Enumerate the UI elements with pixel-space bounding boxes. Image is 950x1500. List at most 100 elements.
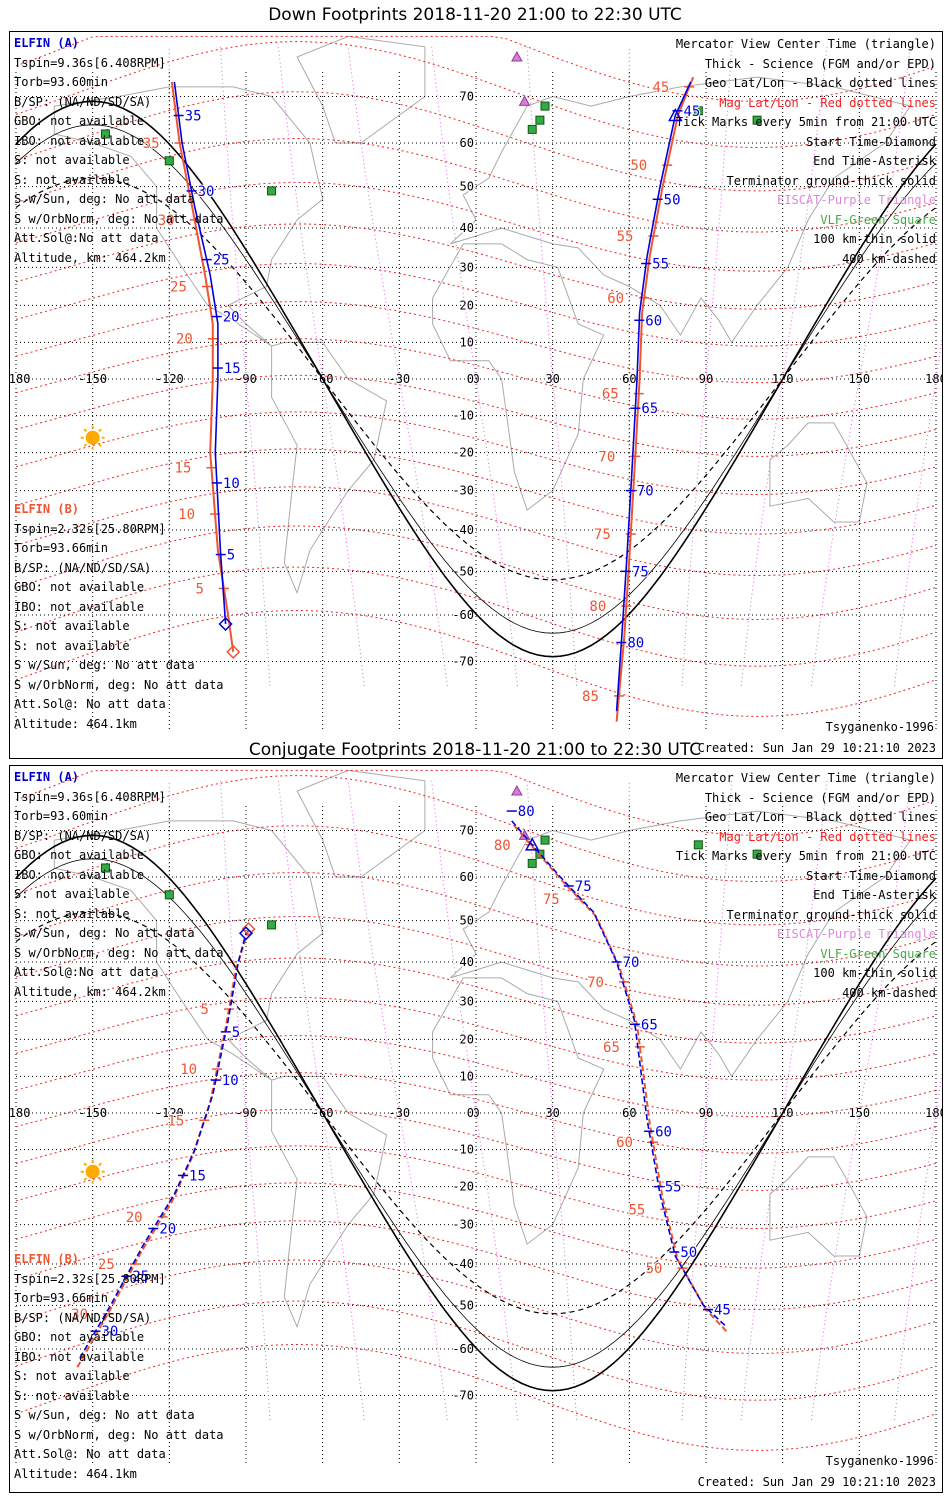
lon-tick-label: 60: [622, 372, 636, 386]
coastline: [271, 341, 388, 595]
satellite-track-a: [173, 81, 227, 625]
lat-tick-label: 60: [460, 136, 474, 150]
vlf-station-marker: [535, 115, 545, 125]
track-tick-label: 25: [213, 253, 230, 269]
track-tick-label: 85: [582, 689, 599, 705]
legend: Mercator View Center Time (triangle) Thic…: [676, 769, 936, 1003]
legend-item: Start Time-Diamond: [805, 868, 936, 883]
lat-tick-label: -60: [452, 608, 474, 622]
mag-meridian: [526, 46, 578, 686]
mag-meridian: [526, 780, 578, 1420]
sun-ray: [98, 1177, 102, 1181]
info-line: S w/OrbNorm, deg: No att data: [14, 211, 224, 226]
eiscat-station-marker: [511, 784, 523, 796]
center-time-triangle: [668, 107, 683, 122]
mag-meridian: [219, 780, 271, 1420]
mag-parallel: [15, 486, 937, 576]
info-line: S: not available: [14, 1369, 130, 1383]
sun-ray: [83, 428, 88, 433]
track-tick-label: 70: [598, 449, 615, 465]
track-tick-label: 30: [198, 184, 215, 200]
lon-tick-label: 150: [848, 1106, 870, 1120]
model-label: Tsyganenko-1996: [825, 720, 934, 734]
legend-item: 400 km-dashed: [842, 251, 936, 266]
lon-tick-label: -120: [155, 372, 184, 386]
legend-item: End Time-Asterisk: [813, 888, 936, 902]
mag-parallel: [15, 566, 937, 667]
lat-tick-label: -30: [452, 1218, 474, 1232]
lat-tick-label: -50: [452, 564, 474, 578]
mag-parallel: [15, 609, 937, 717]
lon-tick-label: -30: [388, 372, 410, 386]
track-tick-label: 10: [222, 1073, 239, 1089]
sat-b-name: ELFIN (B): [14, 502, 80, 516]
info-line: IBO: not available: [14, 599, 145, 614]
lat-tick-label: 30: [460, 260, 474, 274]
lat-tick-label: -10: [452, 409, 474, 423]
info-line: B/SP: (NA/ND/SD/SA): [14, 828, 152, 843]
legend-item: 100 km-thin solid: [813, 966, 936, 980]
track-tick-label: 50: [680, 1245, 697, 1261]
lat-tick-label: 0: [467, 1106, 474, 1120]
track-tick-label: 60: [645, 313, 662, 329]
sat-a-info: ELFIN (A) Tspin=9.36s[6.408RPM] Torb=93.6…: [14, 34, 224, 268]
mag-parallel: [15, 1343, 937, 1451]
info-line: Altitude, km: 464.2km: [14, 984, 166, 999]
track-tick-label: 45: [714, 1303, 731, 1319]
mag-parallel: [15, 1108, 937, 1191]
track-tick-label: 60: [607, 291, 624, 307]
info-line: GBO: not available: [14, 580, 145, 594]
track-tick-label: 70: [587, 975, 604, 991]
legend-item: End Time-Asterisk: [813, 154, 936, 168]
info-line: Tspin=9.36s[6.408RPM]: [14, 55, 166, 70]
lon-tick-label: 180: [925, 372, 942, 386]
coastline: [296, 769, 426, 878]
legend-item: Start Time-Diamond: [805, 134, 936, 149]
start-diamond-marker: [218, 616, 233, 632]
legend-item: Thick - Science (FGM and/or EPD): [704, 56, 936, 71]
sun-ray: [98, 443, 102, 447]
info-line: S w/Sun, deg: No att data: [14, 658, 195, 672]
legend-item: EISCAT-Purple Triangle: [777, 927, 936, 941]
info-line: Tspin=9.36s[6.408RPM]: [14, 789, 166, 804]
info-line: IBO: not available: [14, 1349, 145, 1364]
vlf-station-marker: [752, 115, 762, 125]
lon-tick-label: -90: [235, 1106, 257, 1120]
lat-tick-label: -20: [452, 446, 474, 460]
info-line: S: not available: [14, 1388, 130, 1403]
terminator-400km: [15, 911, 937, 1315]
lat-tick-label: 70: [460, 90, 474, 104]
track-tick-label: 70: [623, 955, 640, 971]
info-line: S: not available: [14, 153, 130, 167]
vlf-station-marker: [752, 849, 762, 859]
mag-parallel: [15, 1220, 937, 1310]
mag-parallel: [15, 525, 937, 621]
track-tick-label: 45: [683, 104, 700, 120]
coastline: [432, 977, 605, 1245]
sun-icon: [85, 430, 100, 445]
lon-tick-label: -90: [235, 372, 257, 386]
track-tick-label: 20: [176, 332, 193, 348]
legend-item: VLF-Green Square: [820, 946, 936, 961]
track-tick-label: 25: [170, 280, 187, 296]
track-tick-label: 25: [98, 1257, 115, 1273]
track-tick-label: 55: [629, 1202, 646, 1218]
map-layer: -180-150-120-90-60-300306090120150180706…: [10, 35, 942, 732]
vlf-station-marker: [164, 890, 174, 900]
vlf-station-marker: [540, 101, 550, 111]
track-tick-label: 80: [627, 635, 644, 651]
track-tick-label: 75: [543, 892, 560, 908]
lon-tick-label: 150: [848, 372, 870, 386]
vlf-station-marker: [100, 129, 110, 139]
lat-tick-label: -40: [452, 1257, 474, 1271]
legend-item: Geo Lat/Lon - Black dotted lines: [704, 810, 936, 824]
lat-tick-label: -50: [452, 1298, 474, 1312]
lat-tick-label: 40: [460, 955, 474, 969]
lon-tick-label: -30: [388, 1106, 410, 1120]
info-line: S w/Sun, deg: No att data: [14, 1408, 195, 1422]
lon-tick-label: 180: [925, 1106, 942, 1120]
sat-b-lines: Tspin=2.32s[25.80RPM] Torb=93.66min B/SP: …: [14, 520, 224, 735]
coastline: [296, 35, 426, 144]
track-tick-label: 65: [641, 1017, 658, 1033]
lat-tick-label: 50: [460, 914, 474, 928]
